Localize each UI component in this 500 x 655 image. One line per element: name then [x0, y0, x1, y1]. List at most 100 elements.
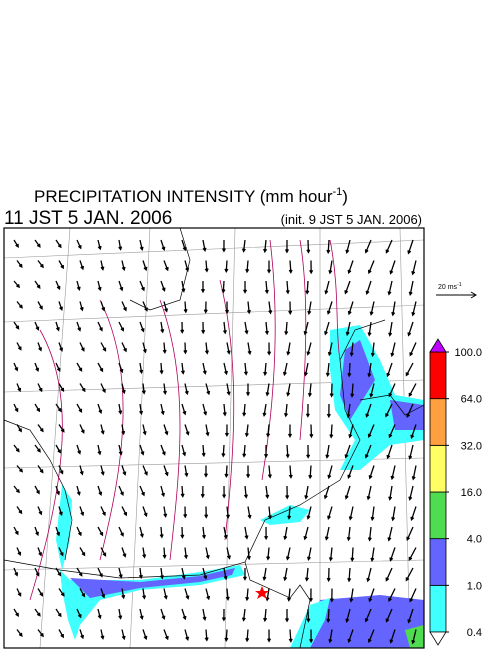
- wind-vector: [200, 280, 206, 294]
- wind-vector: [246, 465, 251, 479]
- wind-vector: [16, 383, 22, 393]
- wind-vector: [345, 321, 351, 337]
- wind-vector: [221, 280, 226, 294]
- wind-vector: [181, 444, 187, 457]
- wind-vector: [282, 362, 288, 377]
- wind-vector: [247, 506, 252, 520]
- wind-vector: [346, 526, 351, 542]
- wind-vector: [79, 342, 85, 352]
- wind-vector: [79, 547, 86, 557]
- wind-vector: [121, 260, 126, 272]
- colorbar-label: 4.0: [467, 534, 482, 546]
- wind-vector: [16, 424, 22, 433]
- wind-vector: [305, 403, 310, 418]
- wind-vector: [203, 301, 208, 314]
- wind-vector: [138, 567, 143, 580]
- wind-vector: [139, 280, 145, 292]
- wind-vector: [327, 506, 333, 521]
- wind-vector: [121, 301, 127, 312]
- wind-vector: [181, 567, 186, 580]
- wind-vector: [346, 403, 351, 419]
- wind-vector: [388, 588, 396, 603]
- wind-vector: [407, 321, 414, 337]
- wind-vector: [142, 424, 147, 436]
- wind-vector: [163, 260, 169, 272]
- wind-vector: [76, 444, 82, 455]
- wind-vector: [285, 485, 290, 500]
- title: PRECIPITATION INTENSITY (mm hour-1): [34, 186, 348, 206]
- wind-vector: [13, 280, 21, 289]
- wind-vector: [142, 506, 148, 518]
- wind-vector: [385, 608, 393, 623]
- wind-vector: [326, 567, 331, 583]
- wind-vector: [266, 424, 271, 438]
- wind-vector: [58, 465, 64, 475]
- wind-vector: [139, 403, 144, 416]
- wind-vector: [183, 342, 188, 355]
- wind-vector: [204, 629, 209, 642]
- wind-vector: [245, 383, 251, 397]
- wind-vector: [201, 321, 206, 335]
- wind-vector: [37, 301, 43, 310]
- wind-vector: [288, 301, 293, 315]
- wind-vector: [79, 383, 86, 393]
- wind-vector: [163, 424, 169, 436]
- valid-time: 11 JST 5 JAN. 2006: [4, 208, 172, 229]
- wind-vector: [390, 465, 396, 481]
- wind-vector: [121, 383, 126, 395]
- wind-vector: [308, 465, 313, 480]
- wind-vector: [184, 629, 190, 641]
- wind-vector: [141, 383, 146, 395]
- wind-vector: [264, 321, 269, 336]
- wind-vector: [76, 321, 82, 332]
- wind-vector: [34, 321, 40, 331]
- wind-vector: [58, 342, 64, 352]
- wind-vector: [287, 506, 292, 520]
- wind-vector: [142, 342, 147, 354]
- wind-vector: [306, 506, 312, 520]
- wind-vector: [408, 444, 414, 460]
- title-text: PRECIPITATION INTENSITY (mm hour: [34, 187, 333, 206]
- wind-vector: [204, 260, 209, 273]
- wind-vector: [284, 321, 289, 336]
- colorbar-segment: [429, 398, 447, 446]
- wind-vector: [76, 403, 83, 413]
- wind-vector: [13, 485, 20, 494]
- wind-vector: [267, 260, 272, 274]
- wind-vector: [118, 526, 124, 537]
- wind-vector: [159, 362, 164, 375]
- wind-vector: [181, 403, 187, 416]
- wind-vector: [97, 362, 104, 373]
- wind-vector: [55, 239, 62, 249]
- wind-vector: [13, 567, 19, 577]
- wind-vector: [241, 239, 246, 253]
- wind-vector: [303, 321, 309, 336]
- wind-vector: [368, 465, 375, 480]
- wind-vector: [328, 547, 333, 562]
- wind-vector: [245, 588, 250, 602]
- wind-vector: [328, 629, 333, 644]
- wind-vector: [246, 547, 251, 561]
- wind-vector: [328, 260, 333, 275]
- wind-vector: [267, 629, 272, 643]
- wind-vector: [55, 567, 62, 577]
- wind-vector: [345, 239, 351, 254]
- wind-vector: [308, 588, 313, 603]
- wind-scale: 20 ms-1: [436, 282, 477, 299]
- wind-vector: [370, 547, 375, 563]
- colorbar-under: [429, 631, 447, 646]
- wind-vector: [100, 506, 106, 517]
- wind-vector: [202, 403, 208, 416]
- wind-vector: [327, 342, 333, 357]
- wind-vector: [55, 526, 61, 537]
- wind-vector: [307, 301, 312, 316]
- wind-vector: [16, 506, 23, 515]
- wind-vector: [262, 567, 267, 581]
- colorbar-over: [429, 338, 447, 353]
- wind-vector: [183, 506, 188, 519]
- wind-vector: [266, 547, 271, 561]
- wind-vector: [245, 629, 250, 643]
- wind-vector: [408, 280, 414, 297]
- wind-vector: [369, 301, 375, 316]
- colorbar-label: 64.0: [461, 394, 482, 406]
